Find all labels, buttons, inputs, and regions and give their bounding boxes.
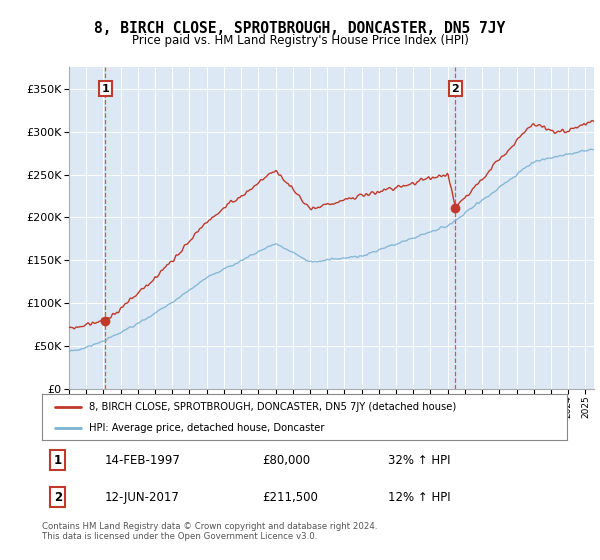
Text: 1: 1 [53,454,62,467]
Text: £211,500: £211,500 [263,491,319,504]
Text: Price paid vs. HM Land Registry's House Price Index (HPI): Price paid vs. HM Land Registry's House … [131,34,469,46]
Text: 32% ↑ HPI: 32% ↑ HPI [389,454,451,467]
Text: 12-JUN-2017: 12-JUN-2017 [105,491,180,504]
Text: Contains HM Land Registry data © Crown copyright and database right 2024.
This d: Contains HM Land Registry data © Crown c… [42,522,377,542]
Text: 1: 1 [101,83,109,94]
Text: HPI: Average price, detached house, Doncaster: HPI: Average price, detached house, Donc… [89,423,325,433]
Text: 12% ↑ HPI: 12% ↑ HPI [389,491,451,504]
Text: 14-FEB-1997: 14-FEB-1997 [105,454,181,467]
Text: 2: 2 [53,491,62,504]
Text: 2: 2 [452,83,460,94]
Text: 8, BIRCH CLOSE, SPROTBROUGH, DONCASTER, DN5 7JY: 8, BIRCH CLOSE, SPROTBROUGH, DONCASTER, … [94,21,506,36]
Text: £80,000: £80,000 [263,454,311,467]
Text: 8, BIRCH CLOSE, SPROTBROUGH, DONCASTER, DN5 7JY (detached house): 8, BIRCH CLOSE, SPROTBROUGH, DONCASTER, … [89,402,457,412]
